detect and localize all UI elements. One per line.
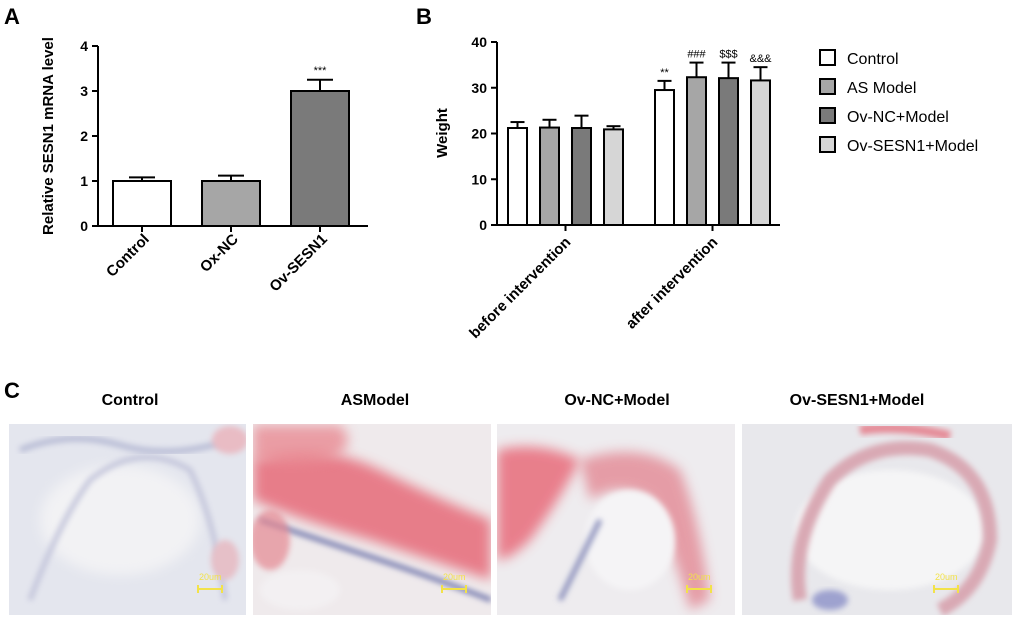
legend-swatch [819, 136, 836, 153]
panel-letter-b: B [416, 4, 432, 29]
chart-b-significance: ** [660, 67, 669, 79]
chart-a-significance: *** [314, 65, 328, 77]
chart-b-bar [686, 76, 707, 227]
image-title-control: Control [102, 392, 159, 409]
scale-bar-label-ov-sesn1-model: 20um [935, 572, 958, 582]
legend-swatch [819, 49, 836, 66]
scale-bar-label-as-model: 20um [443, 572, 466, 582]
scale-bar-label-ov-nc-model: 20um [688, 572, 711, 582]
chart-b-bar [603, 128, 624, 227]
chart-b-bar [654, 89, 675, 226]
chart-a-y-tick-label: 3 [80, 83, 88, 99]
chart-a-bar-0 [112, 180, 172, 227]
micrograph-ov-sesn1-model: 20um [742, 424, 1012, 615]
chart-b-y-tick-label: 0 [479, 217, 487, 233]
scale-bar-label-control: 20um [199, 572, 222, 582]
legend-swatch [819, 107, 836, 124]
chart-a-category-label: Ov-SESN1 [266, 231, 330, 295]
chart-b-legend: Control AS Model Ov-NC+Model Ov-SESN1+Model [819, 49, 978, 155]
chart-a-y-tick-label: 1 [80, 173, 88, 189]
legend-label: Control [847, 51, 899, 68]
chart-a-y-tick-label: 4 [80, 38, 88, 54]
chart-a-y-tick-label: 0 [80, 218, 88, 234]
chart-b-y-tick-label: 40 [471, 34, 487, 50]
chart-b: Weight 0 10 20 30 40 ** ### $$$ &&& before inte… [434, 34, 978, 342]
chart-b-category-label: before intervention [466, 234, 574, 342]
legend-label: Ov-SESN1+Model [847, 138, 978, 155]
chart-a: Relative SESN1 mRNA level 0 1 2 3 4 *** Cont… [40, 37, 368, 295]
image-title-ov-nc-model: Ov-NC+Model [564, 392, 669, 409]
panel-letter-a: A [4, 4, 20, 29]
chart-b-y-axis-label: Weight [434, 108, 451, 158]
chart-a-category-label: Ox-NC [197, 231, 242, 276]
chart-b-bar [539, 126, 560, 226]
chart-a-bar-1 [201, 180, 261, 227]
chart-b-category-label: after intervention [623, 234, 722, 333]
chart-b-bar [750, 79, 771, 227]
chart-b-y-tick-label: 30 [471, 80, 487, 96]
micrograph-as-model: 20um [253, 424, 491, 615]
chart-a-category-label: Control [103, 231, 153, 281]
chart-a-y-tick-label: 2 [80, 128, 88, 144]
legend-swatch [819, 78, 836, 95]
chart-a-bar-2 [290, 90, 350, 227]
chart-b-significance: ### [687, 49, 706, 61]
legend-label: AS Model [847, 80, 916, 97]
panel-letter-c: C [4, 378, 20, 403]
chart-b-significance: &&& [749, 53, 772, 65]
chart-b-y-tick-label: 20 [471, 126, 487, 142]
micrograph-control: 20um [9, 424, 246, 615]
image-title-as-model: ASModel [341, 392, 409, 409]
chart-b-significance: $$$ [719, 49, 737, 61]
chart-a-y-axis-label: Relative SESN1 mRNA level [40, 37, 57, 235]
legend-label: Ov-NC+Model [847, 109, 949, 126]
image-title-ov-sesn1-model: Ov-SESN1+Model [790, 392, 925, 409]
chart-b-bar [571, 127, 592, 226]
chart-b-bar [507, 127, 528, 226]
micrograph-ov-nc-model: 20um [497, 424, 735, 615]
chart-b-y-tick-label: 10 [471, 171, 487, 187]
chart-b-bar [718, 77, 739, 226]
